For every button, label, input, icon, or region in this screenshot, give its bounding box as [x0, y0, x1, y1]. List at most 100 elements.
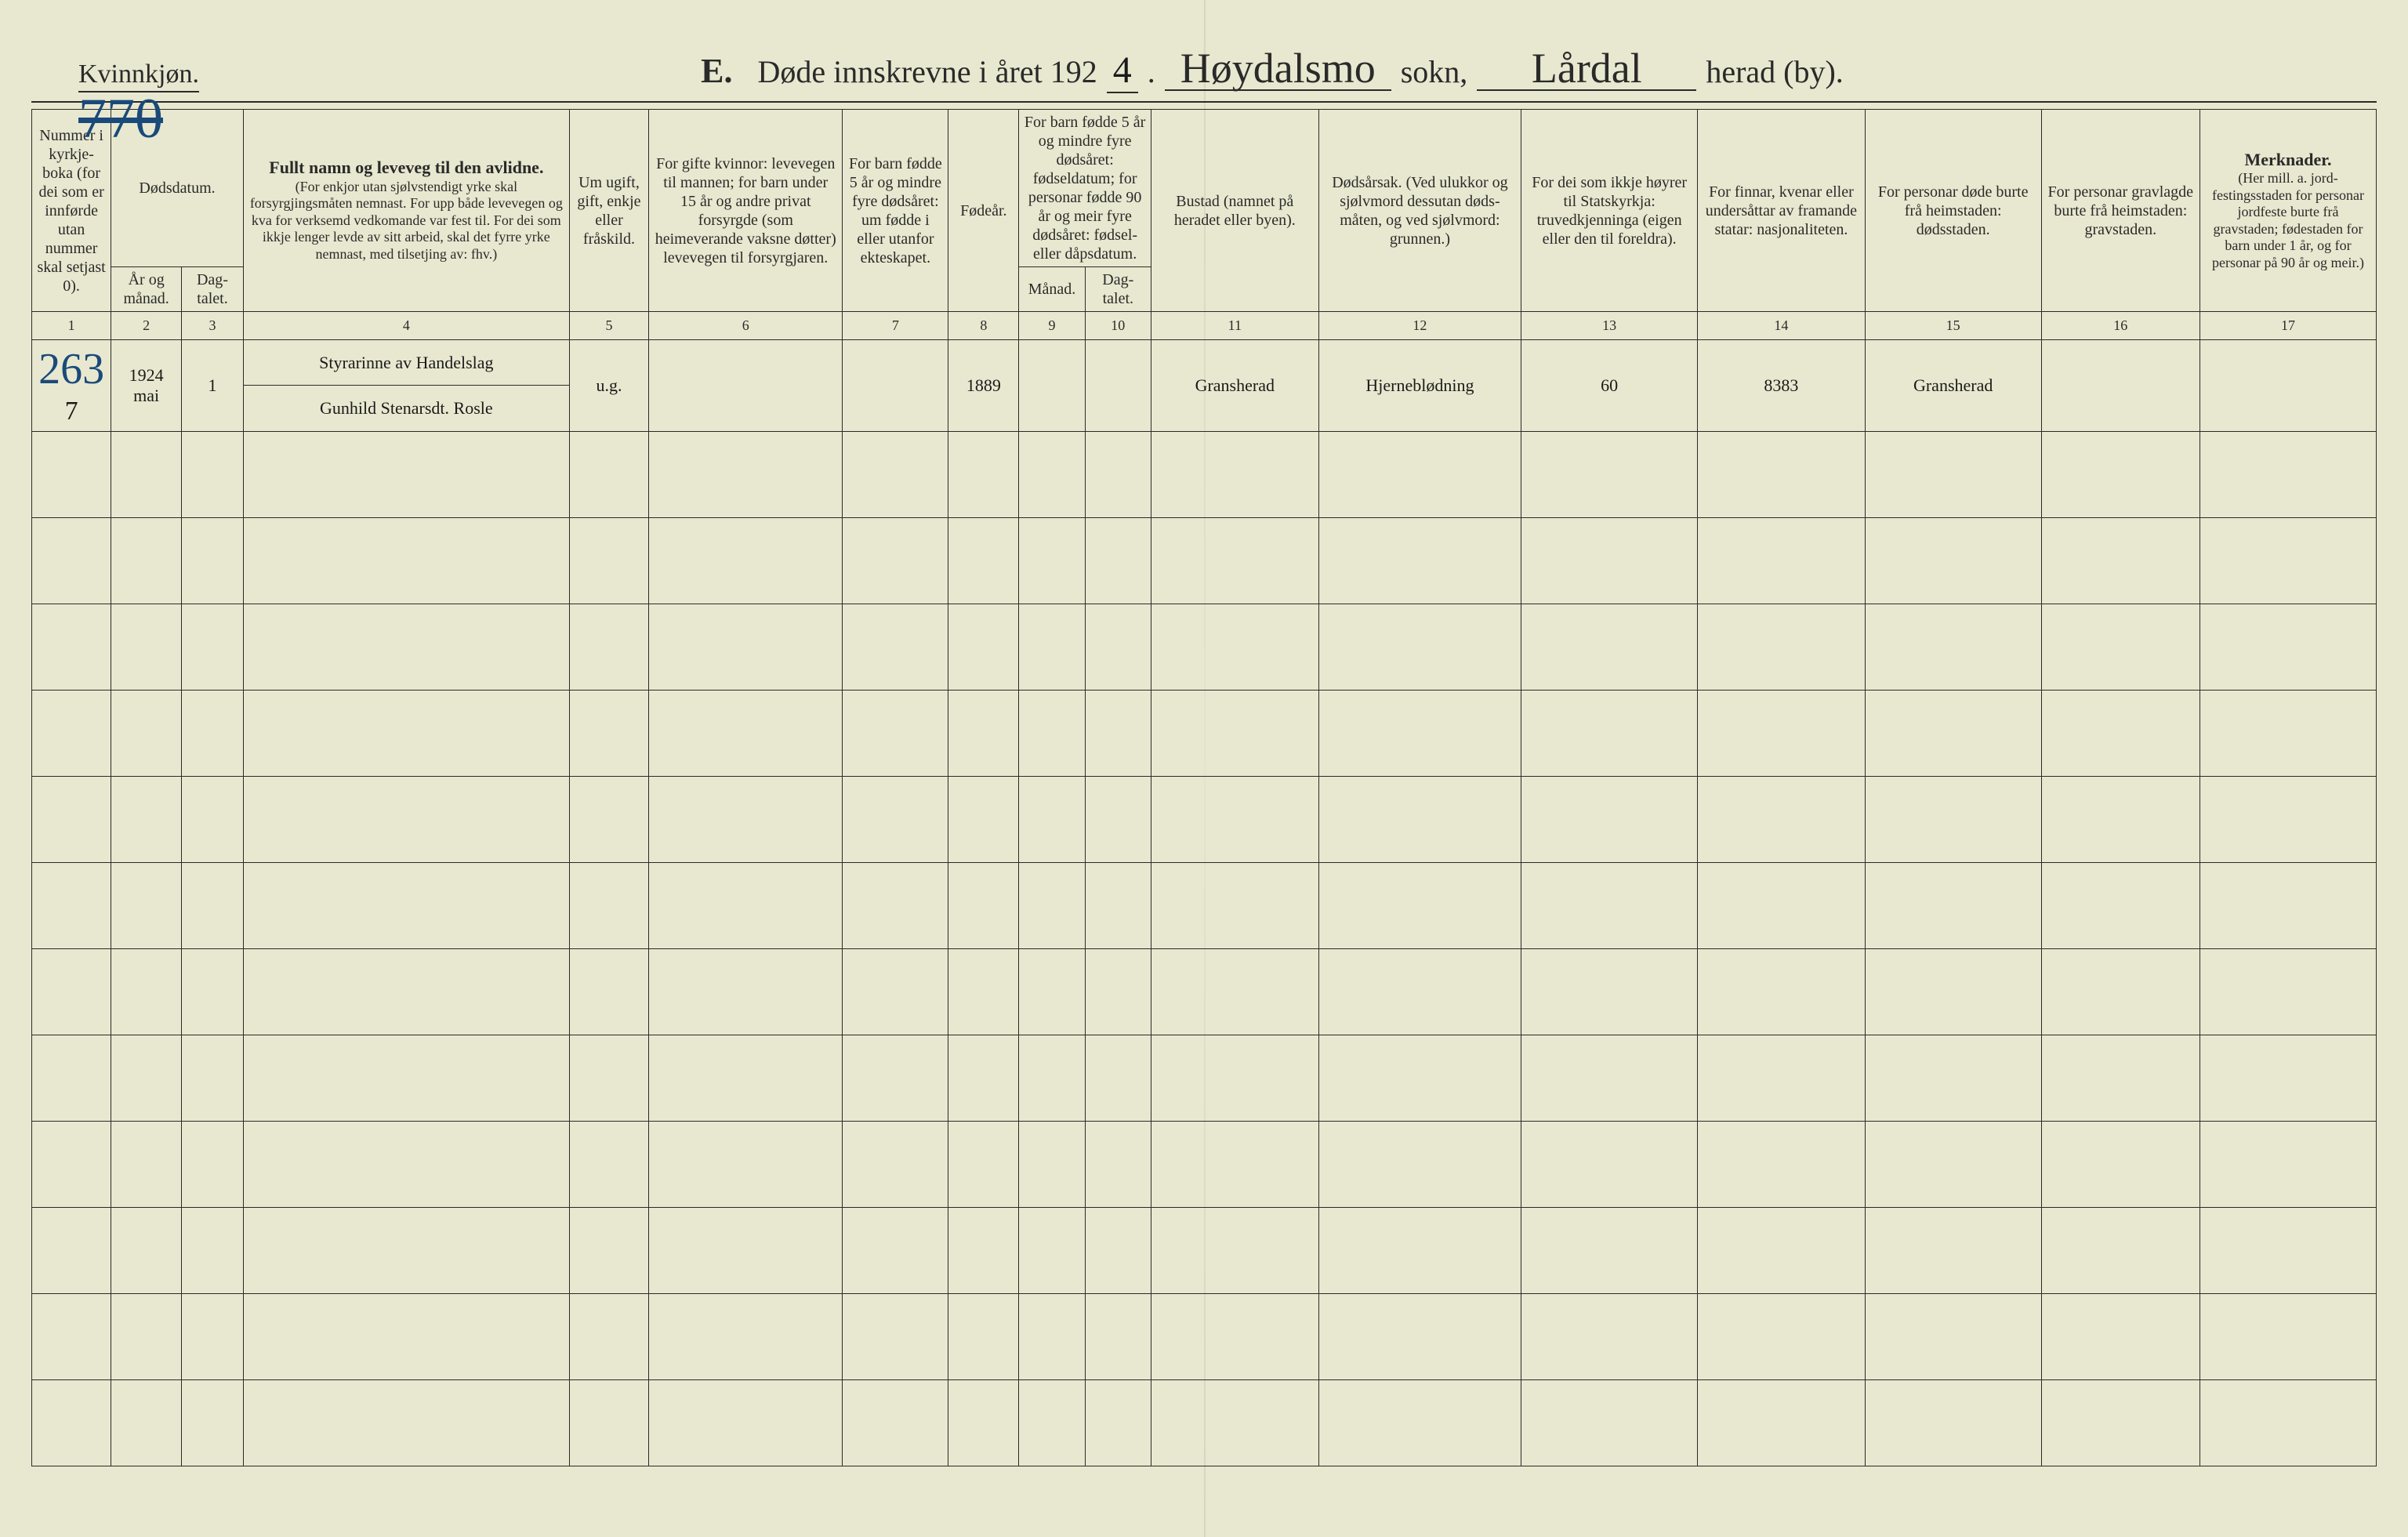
empty-cell — [1019, 1207, 1085, 1293]
empty-cell — [1151, 604, 1318, 690]
empty-cell — [1019, 1035, 1085, 1121]
empty-cell — [243, 431, 569, 517]
empty-cell — [649, 1207, 843, 1293]
colnum-14: 14 — [1698, 312, 1866, 340]
empty-cell — [843, 1121, 948, 1207]
colnum-1: 1 — [32, 312, 111, 340]
empty-cell — [1085, 1035, 1151, 1121]
empty-cell — [1698, 1035, 1866, 1121]
colnum-9: 9 — [1019, 312, 1085, 340]
cell-10 — [1085, 340, 1151, 432]
empty-cell — [243, 517, 569, 604]
empty-cell — [32, 1035, 111, 1121]
empty-cell — [1865, 1035, 2041, 1121]
ledger-table: Nummer i kyrkje­boka (for dei som er inn… — [31, 109, 2377, 1466]
empty-cell — [843, 1207, 948, 1293]
empty-cell — [2041, 776, 2199, 862]
empty-cell — [32, 1293, 111, 1379]
empty-cell — [1151, 1293, 1318, 1379]
page-header: Kvinnkjøn. E. Døde innskrevne i året 192… — [31, 47, 2377, 103]
empty-cell — [2041, 431, 2199, 517]
colnum-4: 4 — [243, 312, 569, 340]
empty-cell — [843, 862, 948, 948]
empty-cell — [649, 1121, 843, 1207]
col4-sub: (For enkjor utan sjølvstendigt yrke skal… — [248, 179, 564, 263]
sokn-label: sokn, — [1401, 53, 1468, 90]
col-header-9-group: For barn fødde 5 år og mindre fyre dødså… — [1019, 110, 1151, 267]
empty-cell — [1521, 948, 1698, 1035]
empty-cell — [1318, 690, 1521, 776]
herad-label: herad (by). — [1706, 53, 1843, 90]
cell-status: u.g. — [569, 340, 648, 432]
herad-value: Lårdal — [1477, 47, 1696, 91]
empty-cell — [1698, 862, 1866, 948]
table-body: 263 7 1924 mai 1 Styrarinne av Handelsla… — [32, 340, 2377, 1466]
empty-cell — [569, 862, 648, 948]
empty-cell — [1698, 1207, 1866, 1293]
empty-cell — [843, 776, 948, 862]
empty-cell — [1085, 604, 1151, 690]
empty-cell — [569, 517, 648, 604]
empty-cell — [843, 1379, 948, 1466]
colnum-15: 15 — [1865, 312, 2041, 340]
empty-cell — [649, 690, 843, 776]
empty-cell — [1151, 1121, 1318, 1207]
colnum-5: 5 — [569, 312, 648, 340]
empty-cell — [2041, 1207, 2199, 1293]
col-header-9b: Dag­talet. — [1085, 267, 1151, 312]
table-row — [32, 431, 2377, 517]
empty-cell — [1865, 1379, 2041, 1466]
ledger-page: Kvinnkjøn. E. Døde innskrevne i året 192… — [0, 0, 2408, 1537]
empty-cell — [32, 690, 111, 776]
empty-cell — [182, 690, 244, 776]
empty-cell — [1019, 431, 1085, 517]
empty-cell — [182, 517, 244, 604]
empty-cell — [32, 1121, 111, 1207]
empty-cell — [111, 690, 182, 776]
empty-cell — [649, 862, 843, 948]
empty-cell — [111, 1035, 182, 1121]
title-printed: Døde innskrevne i året 192 — [758, 53, 1097, 90]
empty-cell — [1151, 948, 1318, 1035]
empty-cell — [1151, 1035, 1318, 1121]
empty-cell — [569, 948, 648, 1035]
empty-cell — [243, 948, 569, 1035]
colnum-8: 8 — [948, 312, 1019, 340]
table-row — [32, 1207, 2377, 1293]
empty-cell — [1019, 1379, 1085, 1466]
empty-cell — [569, 604, 648, 690]
colnum-13: 13 — [1521, 312, 1698, 340]
col17-sub: (Her mill. a. jord­festingsstaden for pe… — [2205, 170, 2371, 272]
empty-cell — [1865, 690, 2041, 776]
empty-cell — [111, 776, 182, 862]
empty-cell — [948, 1379, 1019, 1466]
empty-cell — [948, 431, 1019, 517]
table-row — [32, 690, 2377, 776]
empty-cell — [2200, 517, 2377, 604]
empty-cell — [243, 776, 569, 862]
col-header-2b: Dag­talet. — [182, 267, 244, 312]
empty-cell — [182, 1121, 244, 1207]
empty-cell — [1085, 690, 1151, 776]
empty-cell — [1521, 604, 1698, 690]
empty-cell — [1318, 948, 1521, 1035]
empty-cell — [111, 1379, 182, 1466]
empty-cell — [1865, 862, 2041, 948]
empty-cell — [1019, 517, 1085, 604]
empty-cell — [1151, 862, 1318, 948]
empty-cell — [1865, 1293, 2041, 1379]
empty-cell — [2041, 862, 2199, 948]
empty-cell — [1698, 604, 1866, 690]
empty-cell — [569, 1293, 648, 1379]
empty-cell — [1698, 1293, 1866, 1379]
colnum-10: 10 — [1085, 312, 1151, 340]
empty-cell — [649, 604, 843, 690]
empty-cell — [649, 1293, 843, 1379]
empty-cell — [1318, 1121, 1521, 1207]
empty-cell — [1019, 948, 1085, 1035]
empty-cell — [1318, 604, 1521, 690]
empty-cell — [32, 1379, 111, 1466]
colnum-7: 7 — [843, 312, 948, 340]
empty-cell — [1085, 1121, 1151, 1207]
empty-cell — [1521, 517, 1698, 604]
